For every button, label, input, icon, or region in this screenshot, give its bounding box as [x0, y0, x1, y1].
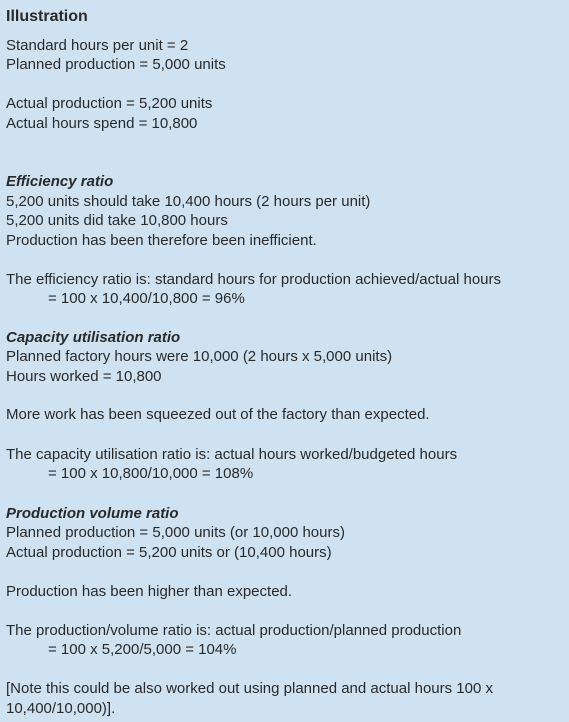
line: Planned factory hours were 10,000 (2 hou… [6, 348, 393, 365]
heading: Production volume ratio [6, 505, 179, 522]
line: 5,200 units did take 10,800 hours [6, 212, 228, 229]
heading: Capacity utilisation ratio [6, 329, 181, 346]
line: 5,200 units should take 10,400 hours (2 … [6, 193, 371, 210]
line: Hours worked = 10,800 [6, 368, 162, 385]
line: 10,400/10,000)]. [6, 700, 116, 717]
line: The production/volume ratio is: actual p… [6, 622, 462, 639]
line: The capacity utilisation ratio is: actua… [6, 446, 458, 463]
line: The efficiency ratio is: standard hours … [6, 271, 501, 288]
heading: Efficiency ratio [6, 173, 114, 190]
line: More work has been squeezed out of the f… [6, 406, 430, 423]
line: Planned production = 5,000 units [6, 56, 226, 73]
line: Production has been higher than expected… [6, 583, 293, 600]
line: [Note this could be also worked out usin… [6, 680, 493, 697]
line: = 100 x 10,400/10,800 = 96% [48, 290, 245, 307]
line: Actual production = 5,200 units or (10,4… [6, 544, 332, 561]
line: = 100 x 10,800/10,000 = 108% [48, 465, 254, 482]
title: Illustration [6, 8, 88, 25]
line: = 100 x 5,200/5,000 = 104% [48, 641, 237, 658]
line: Production has been therefore been ineff… [6, 232, 317, 249]
line: Actual production = 5,200 units [6, 95, 213, 112]
line: Standard hours per unit = 2 [6, 37, 189, 54]
line: Actual hours spend = 10,800 [6, 115, 198, 132]
line: Planned production = 5,000 units (or 10,… [6, 524, 345, 541]
